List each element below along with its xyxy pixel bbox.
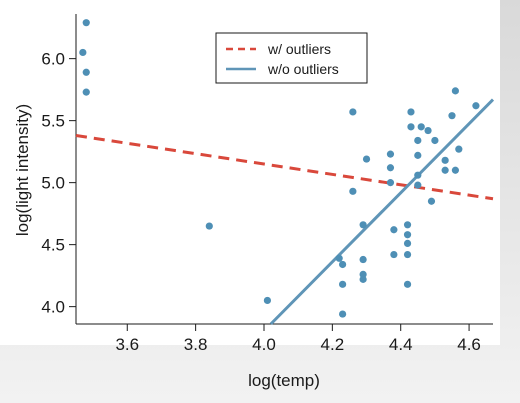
data-point (82, 68, 90, 76)
data-point (362, 155, 371, 163)
data-point (349, 187, 357, 195)
data-point (339, 310, 347, 318)
data-point (359, 255, 367, 264)
x-tick-label: 4.0 (252, 335, 276, 354)
data-point (82, 19, 90, 27)
regression-lines (75, 98, 495, 326)
data-point (359, 221, 367, 229)
x-tick-label: 4.4 (389, 335, 413, 354)
y-tick-label: 6.0 (41, 50, 65, 69)
data-point (386, 179, 395, 187)
data-point (403, 250, 412, 259)
data-point (79, 48, 87, 57)
data-point (455, 145, 463, 153)
data-point (441, 156, 449, 164)
y-tick-label: 4.0 (41, 298, 65, 317)
data-point (339, 280, 347, 288)
data-point (414, 136, 422, 145)
data-points (79, 19, 480, 318)
data-point (441, 166, 449, 174)
data-point (390, 226, 398, 234)
fit-line-with-outliers (75, 134, 494, 201)
data-point (451, 87, 460, 95)
y-tick-label: 4.5 (41, 236, 65, 255)
data-point (403, 280, 412, 288)
x-tick-label: 4.2 (321, 335, 345, 354)
data-point (335, 254, 343, 262)
data-point (448, 112, 456, 120)
fit-line-without-outliers (269, 98, 495, 326)
x-axis-title: log(temp) (248, 371, 320, 390)
data-point (472, 102, 480, 110)
data-point (424, 126, 432, 135)
data-point (431, 136, 439, 145)
data-point (205, 222, 213, 230)
data-point (386, 164, 395, 172)
legend: w/ outliers w/o outliers (215, 32, 368, 84)
data-point (403, 221, 412, 229)
x-tick-label: 3.8 (184, 335, 208, 354)
data-point (451, 166, 460, 174)
data-point (359, 270, 367, 278)
legend-label-without-outliers: w/o outliers (267, 61, 339, 77)
data-point (407, 108, 415, 116)
x-tick-label: 4.6 (457, 335, 481, 354)
data-point (403, 231, 412, 239)
data-point (403, 239, 412, 247)
data-point (82, 88, 90, 96)
data-point (427, 197, 436, 205)
legend-box (215, 32, 368, 84)
y-tick-label: 5.5 (41, 112, 65, 131)
data-point (407, 123, 415, 131)
data-point (417, 123, 425, 131)
data-point (339, 260, 347, 269)
y-tick-label: 5.0 (41, 174, 65, 193)
data-point (390, 250, 398, 259)
axes (75, 14, 493, 325)
tick-marks: 3.6 3.8 4.0 4.2 4.4 4.6 4.0 4.5 5.0 5.5 6.0 (41, 50, 481, 354)
legend-label-with-outliers: w/ outliers (267, 41, 331, 57)
data-point (414, 181, 422, 189)
data-point (414, 171, 422, 179)
data-point (386, 150, 395, 158)
data-point (263, 296, 272, 305)
x-tick-label: 3.6 (115, 335, 139, 354)
data-point (359, 275, 367, 283)
data-point (349, 108, 357, 116)
y-axis-title: log(light intensity) (13, 104, 32, 236)
data-point (414, 151, 422, 159)
